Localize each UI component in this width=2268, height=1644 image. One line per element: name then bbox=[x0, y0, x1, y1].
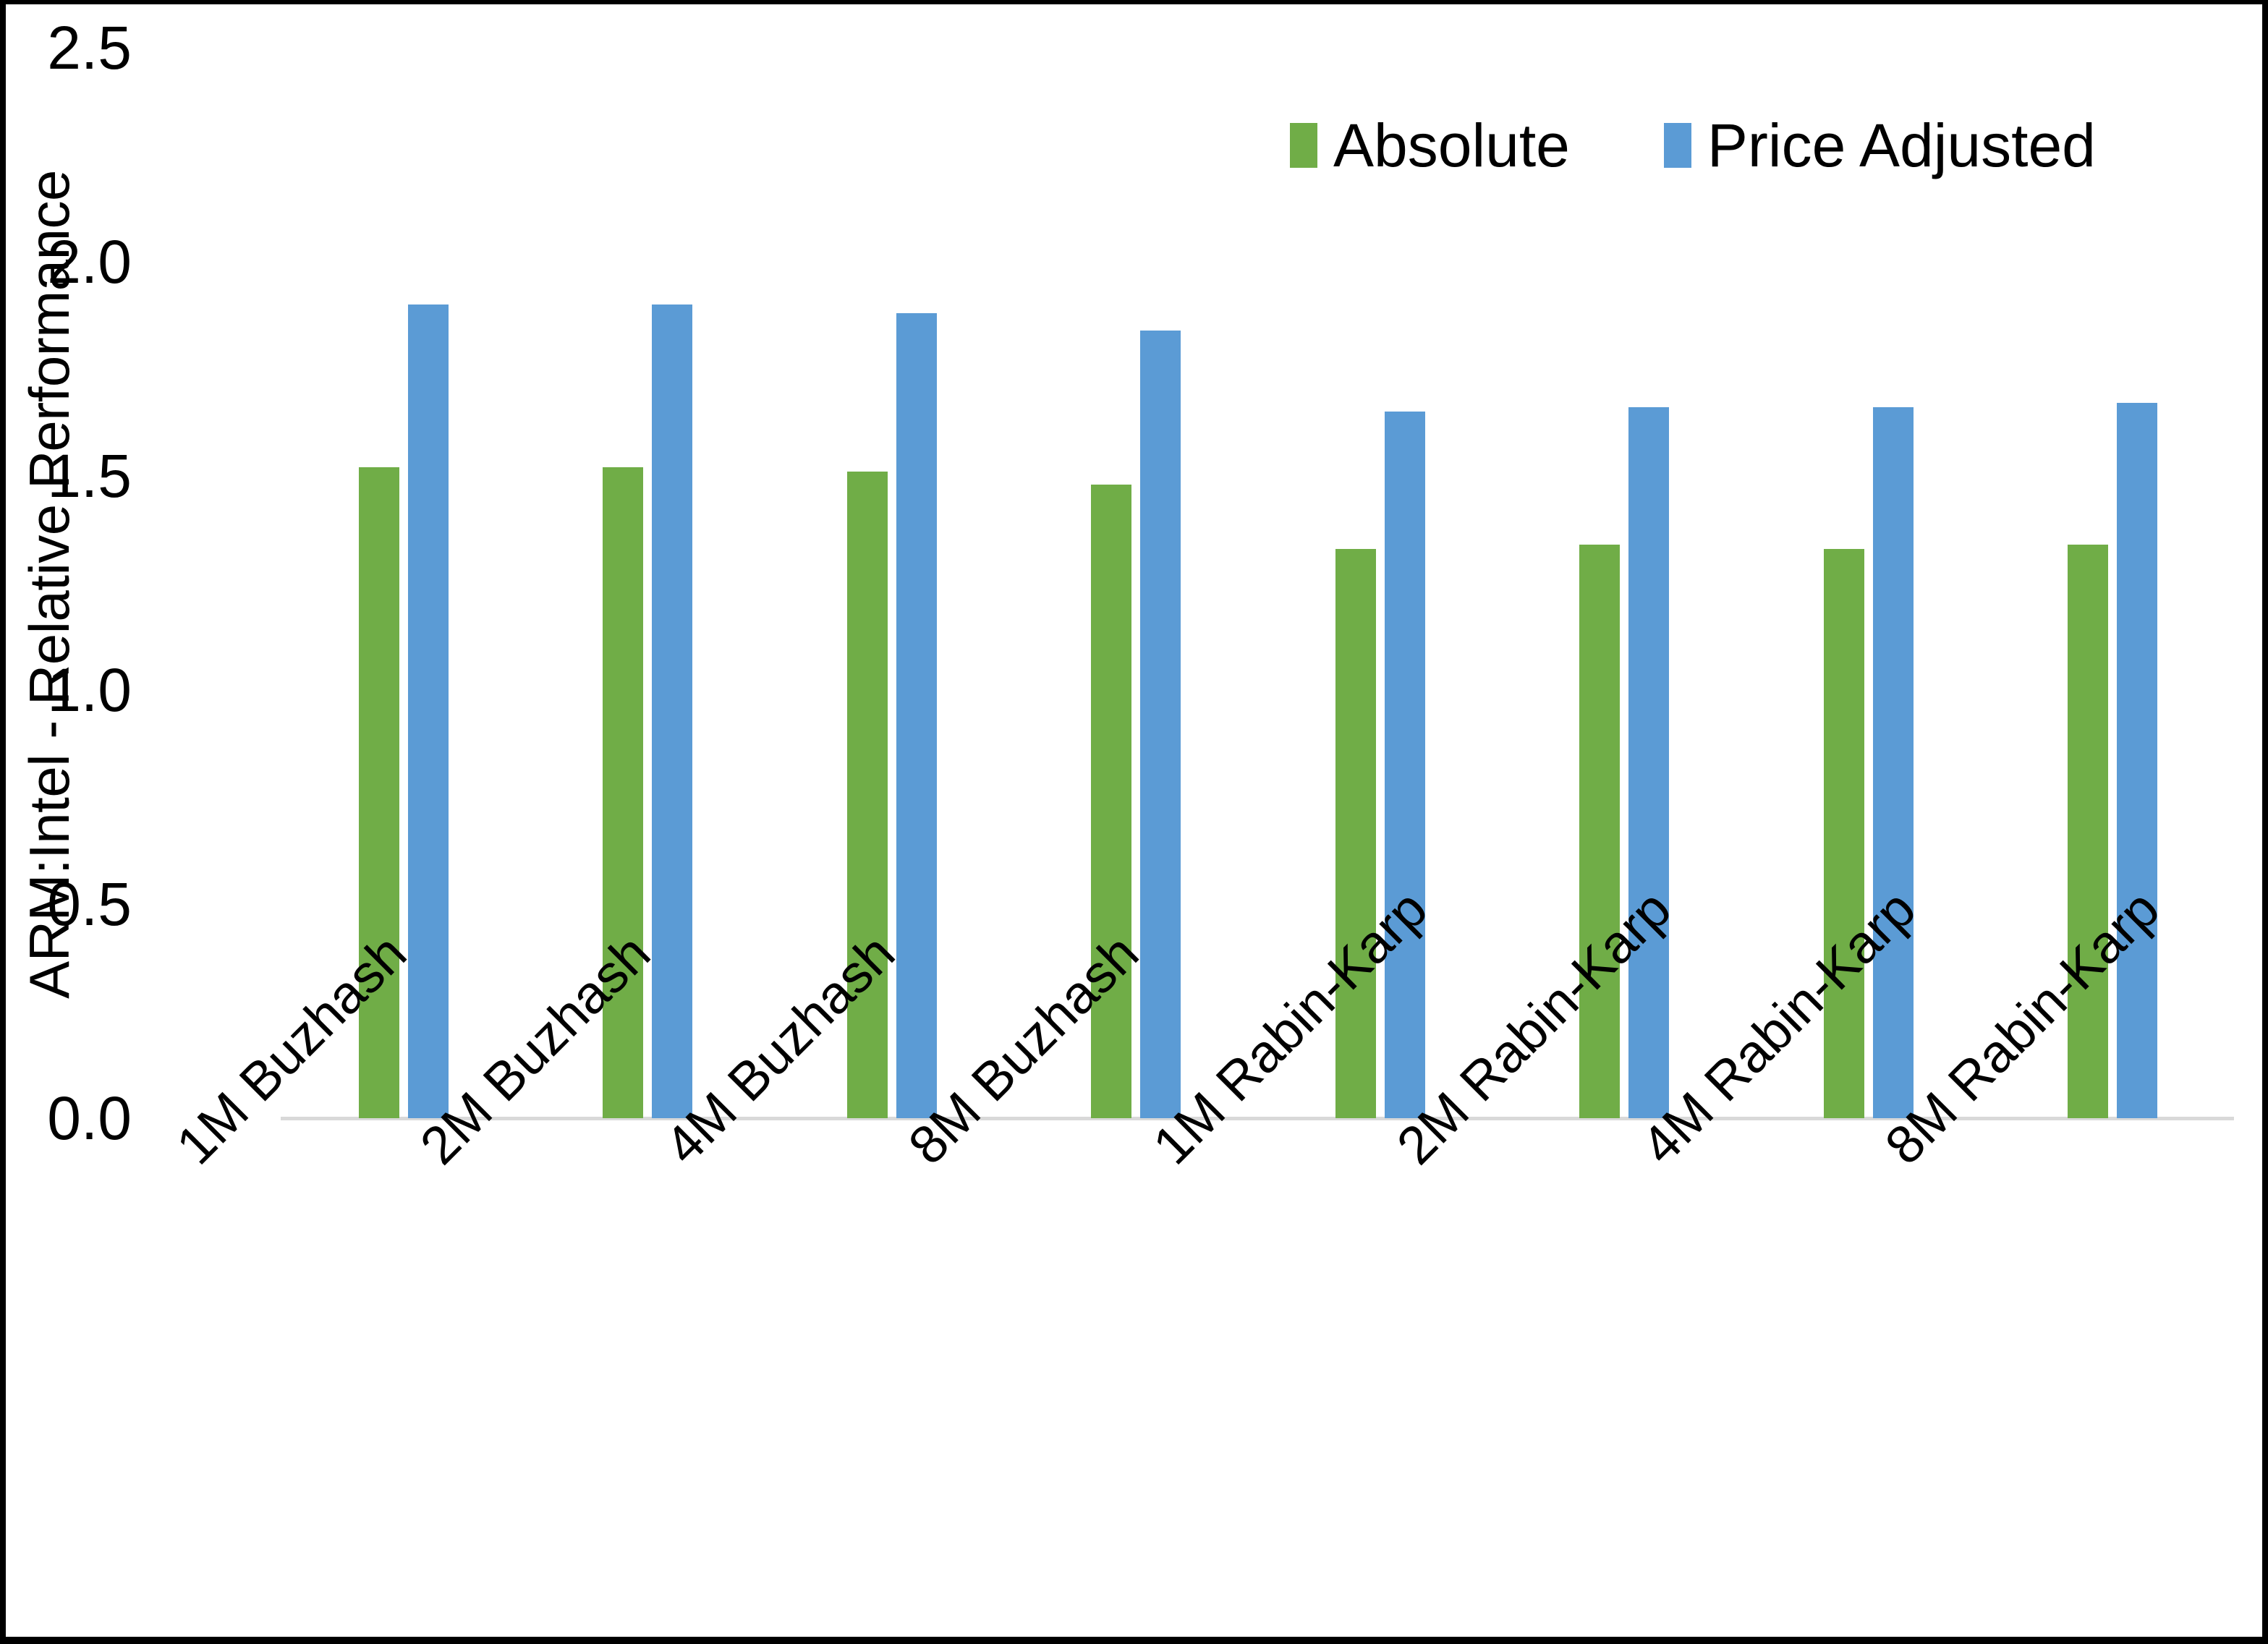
legend-item[interactable]: Absolute bbox=[1290, 115, 1570, 176]
bar-absolute[interactable] bbox=[846, 472, 888, 1118]
bar-price-adjusted[interactable] bbox=[1872, 407, 1914, 1118]
bar-group bbox=[1088, 48, 1182, 1118]
y-axis-tick-label: 0.0 bbox=[47, 1084, 132, 1152]
bar-absolute[interactable] bbox=[603, 467, 644, 1118]
legend-swatch-absolute bbox=[1290, 123, 1317, 168]
bar-price-adjusted[interactable] bbox=[407, 304, 449, 1118]
y-axis-tick-label: 2.5 bbox=[47, 14, 132, 82]
legend-label: Absolute bbox=[1333, 111, 1570, 179]
x-axis-baseline bbox=[281, 1117, 2234, 1120]
y-axis-title: ARM:Intel - Relative Performance bbox=[17, 170, 81, 999]
bar-group bbox=[1333, 48, 1427, 1118]
bar-absolute[interactable] bbox=[1823, 548, 1864, 1118]
bar-price-adjusted[interactable] bbox=[2117, 403, 2158, 1118]
bar-absolute[interactable] bbox=[358, 467, 399, 1118]
bar-group bbox=[600, 48, 694, 1118]
legend-item[interactable]: Price Adjusted bbox=[1663, 111, 2096, 179]
bar-absolute[interactable] bbox=[1579, 544, 1621, 1118]
bar-price-adjusted[interactable] bbox=[1384, 412, 1425, 1118]
bar-price-adjusted[interactable] bbox=[652, 304, 693, 1118]
bar-absolute[interactable] bbox=[2068, 544, 2109, 1118]
y-axis-tick-label: 0.5 bbox=[47, 870, 132, 938]
y-axis-tick-label: 1.0 bbox=[47, 656, 132, 724]
bar-group bbox=[356, 48, 450, 1118]
bar-price-adjusted[interactable] bbox=[1628, 407, 1670, 1118]
legend-swatch-price-adjusted bbox=[1663, 123, 1691, 168]
bar-price-adjusted[interactable] bbox=[896, 313, 937, 1118]
bar-group bbox=[2065, 48, 2159, 1118]
bar-absolute[interactable] bbox=[1091, 484, 1132, 1118]
plot-area bbox=[281, 48, 2234, 1118]
y-axis-tick-label: 2.0 bbox=[47, 228, 132, 296]
bar-absolute[interactable] bbox=[1335, 548, 1376, 1118]
y-axis-tick-label: 1.5 bbox=[47, 442, 132, 510]
bar-price-adjusted[interactable] bbox=[1140, 330, 1181, 1118]
legend-label: Price Adjusted bbox=[1707, 111, 2096, 179]
bar-group bbox=[844, 48, 938, 1118]
bar-group bbox=[1821, 48, 1915, 1118]
chart-legend: Absolute Price Adjusted bbox=[1290, 106, 2096, 185]
bar-group bbox=[1576, 48, 1670, 1118]
